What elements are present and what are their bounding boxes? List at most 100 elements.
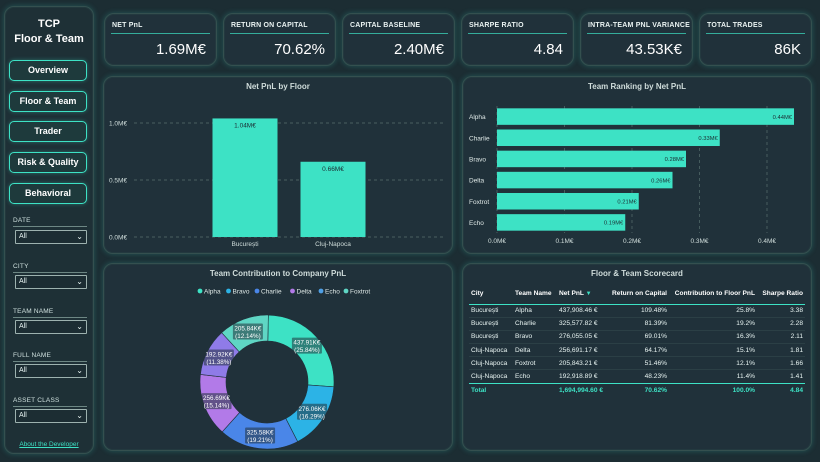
slice-percent-label: (16.29%) bbox=[299, 413, 325, 420]
legend-label: Delta bbox=[297, 288, 313, 295]
net-pnl-by-floor-panel: Net PnL by Floor 0.0M€ 0.5M€ 1.0M€ 1.04M€ Bu… bbox=[103, 76, 453, 254]
bar bbox=[497, 192, 639, 210]
chart-title: Net PnL by Floor bbox=[246, 82, 310, 91]
table-cell: Foxtrot bbox=[515, 359, 536, 367]
name-filter-value: All bbox=[19, 367, 27, 374]
table-row[interactable]: Cluj-Napoca Delta 256,691.17 € 64.17% 15.1% 1… bbox=[469, 344, 805, 357]
column-header-return[interactable]: Return on Capital bbox=[609, 284, 669, 305]
kpi-title: NET PnL bbox=[112, 22, 143, 29]
team-filter-label: TEAM NAME bbox=[13, 308, 54, 315]
slice-value-label: 256.69K€ bbox=[203, 395, 230, 402]
legend-label: Charlie bbox=[261, 288, 282, 295]
legend-marker bbox=[254, 288, 260, 294]
x-tick-label: 0.2M€ bbox=[623, 238, 641, 245]
y-category-label: Echo bbox=[469, 220, 484, 227]
total-cell bbox=[513, 382, 557, 398]
asset-filter-select[interactable]: All ⌄ bbox=[15, 409, 87, 423]
kpi-title: RETURN ON CAPITAL bbox=[231, 22, 308, 29]
bar-data-label: 0.19M€ bbox=[604, 221, 624, 227]
date-filter-select[interactable]: All ⌄ bbox=[15, 230, 87, 244]
team-contribution-panel: Team Contribution to Company PnL Alpha Br… bbox=[103, 263, 453, 451]
table-cell: Echo bbox=[515, 373, 531, 381]
table-cell: 19.2% bbox=[736, 320, 755, 328]
kpi-divider bbox=[111, 33, 210, 34]
y-category-label: Bravo bbox=[469, 156, 486, 163]
slice-label-bg bbox=[291, 337, 322, 354]
x-tick-label: București bbox=[231, 241, 258, 248]
kpi-net-pnl-card: NET PnL 1.69M€ bbox=[104, 13, 217, 66]
table-cell: București bbox=[471, 333, 499, 341]
table-cell: Charlie bbox=[515, 320, 536, 328]
table-row[interactable]: Cluj-Napoca Foxtrot 205,843.21 € 51.46% 12.1… bbox=[469, 357, 805, 370]
nav-floor-team-button[interactable]: Floor & Team bbox=[9, 91, 87, 112]
city-filter-value: All bbox=[19, 278, 27, 285]
legend-marker bbox=[343, 288, 349, 294]
asset-filter-value: All bbox=[19, 412, 27, 419]
table-cell: 16.3% bbox=[736, 333, 755, 341]
kpi-title: TOTAL TRADES bbox=[707, 22, 763, 29]
city-filter-divider bbox=[13, 272, 87, 273]
table-cell: 2.11 bbox=[790, 333, 803, 341]
table-cell: 3.38 bbox=[790, 307, 803, 315]
nav-overview-button[interactable]: Overview bbox=[9, 60, 87, 81]
about-developer-link[interactable]: About the Developer bbox=[19, 441, 79, 448]
table-cell: Delta bbox=[515, 346, 531, 354]
nav-trader-button[interactable]: Trader bbox=[9, 121, 87, 142]
city-filter-select[interactable]: All ⌄ bbox=[15, 275, 87, 289]
slice-value-label: 192.92K€ bbox=[205, 352, 232, 359]
bar bbox=[497, 150, 686, 168]
slice-label-bg bbox=[201, 393, 232, 410]
table-cell: 11.4% bbox=[736, 373, 755, 381]
table-row[interactable]: București Alpha 437,908.46 € 109.48% 25.8% 3.… bbox=[469, 304, 805, 318]
app-title-line1: TCP bbox=[38, 18, 60, 30]
table-row[interactable]: București Charlie 325,577.82 € 81.39% 19.2% 2… bbox=[469, 317, 805, 331]
bar-data-label: 0.66M€ bbox=[322, 166, 344, 173]
chart-title: Team Contribution to Company PnL bbox=[209, 269, 347, 278]
slice-label-bg bbox=[232, 323, 263, 340]
slice-percent-label: (12.14%) bbox=[235, 333, 261, 340]
team-filter-select[interactable]: All ⌄ bbox=[15, 320, 87, 334]
table-row[interactable]: București Bravo 276,055.05 € 69.01% 16.3% 2.1… bbox=[469, 330, 805, 344]
column-header-city[interactable]: City bbox=[469, 284, 513, 305]
y-category-label: Charlie bbox=[469, 135, 490, 142]
team-ranking-panel: Team Ranking by Net PnL 0.0M€ 0.1M€ 0.2M€ 0… bbox=[462, 76, 812, 254]
kpi-sharpe-ratio-card: SHARPE RATIO 4.84 bbox=[461, 13, 574, 66]
scorecard-panel: Floor & Team Scorecard City Team Name Ne… bbox=[462, 263, 812, 451]
legend-marker bbox=[290, 288, 295, 294]
legend-label: Alpha bbox=[204, 288, 221, 295]
kpi-divider bbox=[230, 33, 329, 34]
table-cell: 256,691.17 € bbox=[559, 346, 598, 354]
nav-risk-quality-button[interactable]: Risk & Quality bbox=[9, 152, 87, 173]
slice-value-label: 276.06K€ bbox=[299, 406, 326, 413]
legend-label: Foxtrot bbox=[350, 288, 370, 295]
nav-behavioral-button[interactable]: Behavioral bbox=[9, 183, 87, 204]
column-header-contribution[interactable]: Contribution to Floor PnL bbox=[669, 284, 757, 305]
x-tick-label: 0.4M€ bbox=[758, 238, 776, 245]
net-pnl-header-label: Net PnL bbox=[559, 290, 584, 298]
column-header-net-pnl[interactable]: Net PnL ▼ bbox=[557, 284, 609, 305]
kpi-value: 70.62% bbox=[274, 41, 325, 58]
floor-bar-chart: 0.0M€ 0.5M€ 1.0M€ 1.04M€ București 0.66M€ Cluj… bbox=[109, 118, 444, 248]
name-filter-divider bbox=[13, 361, 87, 362]
table-total-row: Total 1,694,994.60 €70.62% 100.0% 4.84 bbox=[469, 382, 805, 398]
total-cell: Total bbox=[469, 382, 513, 398]
x-tick-label: Cluj-Napoca bbox=[315, 241, 351, 248]
app-title-line2: Floor & Team bbox=[14, 33, 84, 45]
table-cell: 1.66 bbox=[790, 359, 803, 367]
name-filter-select[interactable]: All ⌄ bbox=[15, 364, 87, 378]
column-header-sharpe[interactable]: Sharpe Ratio bbox=[757, 284, 805, 305]
slice-label-bg bbox=[203, 349, 234, 366]
bar-data-label: 0.33M€ bbox=[698, 136, 718, 142]
table-row[interactable]: Cluj-Napoca Echo 192,918.89 € 48.23% 11.4% 1.… bbox=[469, 370, 805, 384]
slice-value-label: 325.58K€ bbox=[247, 430, 274, 437]
y-category-label: Alpha bbox=[469, 114, 486, 121]
date-filter-value: All bbox=[19, 233, 27, 240]
team-contribution-donut-chart: Alpha Bravo Charlie Delta Echo Foxtrot 437.91K… bbox=[197, 288, 370, 450]
table-cell: București bbox=[471, 307, 499, 315]
column-header-team[interactable]: Team Name bbox=[513, 284, 557, 305]
legend-label: Echo bbox=[325, 288, 340, 295]
slice-value-label: 437.91K€ bbox=[293, 340, 320, 347]
bar bbox=[497, 108, 794, 125]
kpi-value: 2.40M€ bbox=[393, 41, 444, 58]
table-cell: București bbox=[471, 320, 499, 328]
